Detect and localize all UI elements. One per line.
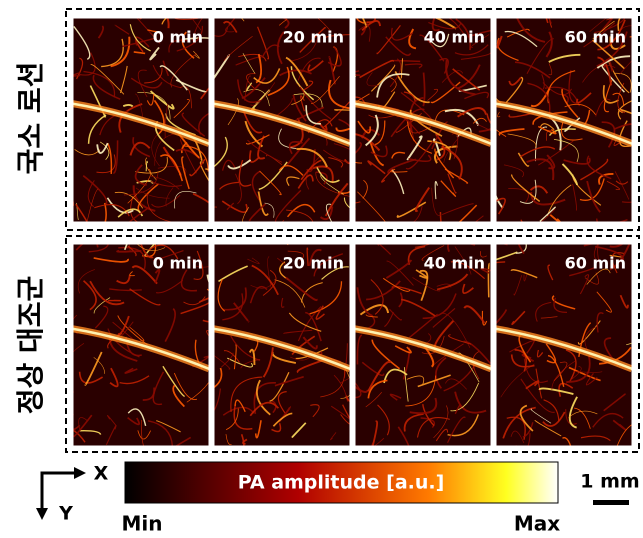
scale-bar-label: 1 mm [580, 471, 639, 493]
row-label: 정상 대조군 [14, 276, 47, 415]
row-label: 국소 로션 [14, 62, 47, 175]
time-label: 0 min [153, 254, 203, 273]
vessel [492, 222, 507, 244]
time-label: 40 min [424, 254, 485, 273]
scale-bar [593, 500, 629, 505]
time-label: 20 min [283, 28, 344, 47]
time-label: 60 min [565, 254, 626, 273]
image-panel [476, 214, 643, 456]
axis-x-label: X [94, 463, 109, 485]
vessel [109, 0, 136, 18]
figure: 0 min 20 min 40 min 60 min 0 min 20 min 40 min… [0, 0, 643, 538]
colorbar-min: Min [122, 512, 163, 536]
axis-y-label: Y [58, 503, 73, 525]
vessel [117, 251, 141, 252]
image-panel [194, 216, 365, 457]
time-label: 40 min [424, 28, 485, 47]
vessel [265, 220, 283, 246]
colorbar-label: PA amplitude [a.u.] [238, 472, 445, 494]
time-label: 20 min [283, 254, 344, 273]
time-label: 60 min [565, 28, 626, 47]
vessel [390, 61, 420, 62]
time-label: 0 min [153, 28, 203, 47]
colorbar-max: Max [514, 512, 560, 536]
